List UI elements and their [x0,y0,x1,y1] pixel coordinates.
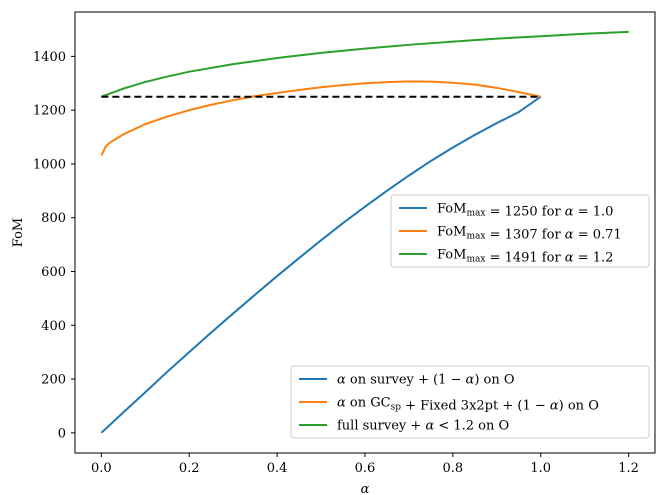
x-tick-label: 0.2 [179,461,200,476]
legend-frame [390,194,650,268]
x-axis-label: α [361,482,370,495]
y-axis-label: FoM [11,218,26,247]
series-line-2 [101,30,629,98]
y-tick-label: 400 [41,319,66,334]
legend-label: FoMmax = 1307 for α = 0.71 [437,225,622,243]
legend-frame [290,365,650,439]
plot-area [100,30,629,434]
y-tick-label: 1400 [33,50,66,65]
x-tick-label: 0.4 [267,461,288,476]
y-tick-label: 1000 [33,157,66,172]
y-tick-label: 200 [41,373,66,388]
legend-label: FoMmax = 1250 for α = 1.0 [437,202,613,220]
x-tick-label: 1.0 [530,461,551,476]
x-tick-label: 0.0 [91,461,112,476]
legend-label: FoMmax = 1491 for α = 1.2 [437,248,613,266]
x-tick-label: 0.8 [443,461,464,476]
y-tick-label: 0 [58,426,66,441]
legend-label: α on survey + (1 − α) on O [337,373,515,388]
legend-label: α on GCsp + Fixed 3x2pt + (1 − α) on O [337,396,599,414]
x-tick-label: 1.2 [618,461,639,476]
y-tick-label: 600 [41,265,66,280]
y-axis: 0 200 400 600 800 1000 1200 1400 [33,50,75,441]
y-tick-label: 800 [41,211,66,226]
series-line-1 [100,80,541,156]
x-axis: 0.0 0.2 0.4 0.6 0.8 1.0 1.2 [91,453,639,476]
legend-fom-max: FoMmax = 1250 for α = 1.0 FoMmax = 1307 f… [390,194,650,268]
x-tick-label: 0.6 [355,461,376,476]
legend-strategies: α on survey + (1 − α) on O α on GCsp + Fi… [290,365,650,439]
legend-label: full survey + α < 1.2 on O [337,419,509,434]
y-tick-label: 1200 [33,104,66,119]
